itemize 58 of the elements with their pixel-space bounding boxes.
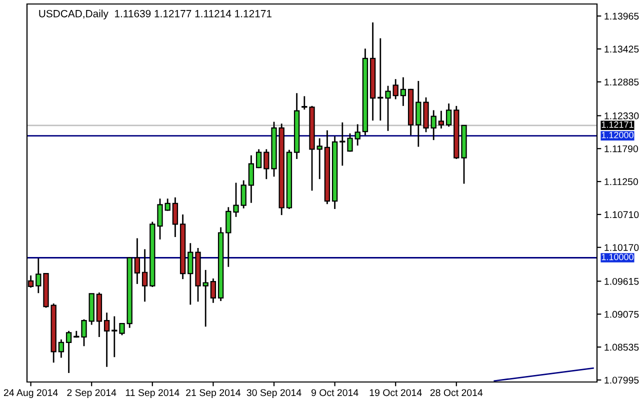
candlestick xyxy=(104,312,110,368)
text: USDCAD,Daily 1.11639 1.12177 1.11214 1.12171 xyxy=(39,10,272,20)
candlestick xyxy=(438,110,444,130)
y-tick-label: 1.10710 xyxy=(604,211,639,218)
candlestick xyxy=(66,330,72,374)
x-tick-label: 28 Oct 2014 xyxy=(430,389,483,396)
x-tick-label: 21 Sep 2014 xyxy=(186,389,240,398)
y-tick-label: 1.13425 xyxy=(604,46,639,53)
y-tick-label: 1.12330 xyxy=(604,112,639,120)
y-tick-label: 1.12885 xyxy=(604,78,639,86)
candlestick xyxy=(112,316,118,358)
candlestick xyxy=(392,78,398,100)
candlestick xyxy=(36,258,42,294)
candlestick xyxy=(210,278,216,304)
ref-line-label: 1.12171 xyxy=(602,121,634,128)
candlestick xyxy=(256,148,262,169)
candlestick xyxy=(264,148,270,180)
candlestick xyxy=(416,80,422,148)
y-tick-label: 1.09615 xyxy=(604,278,639,285)
candlestick xyxy=(378,38,384,122)
candlestick xyxy=(81,318,87,347)
x-tick-label: 30 Sep 2014 xyxy=(246,389,302,398)
y-tick-label: 1.13965 xyxy=(604,12,639,20)
candlestick xyxy=(430,110,436,141)
candlestick xyxy=(302,95,308,110)
candlestick xyxy=(240,180,246,210)
candlestick xyxy=(385,85,391,132)
candlestick xyxy=(446,102,452,128)
candlestick xyxy=(233,182,239,218)
candlestick xyxy=(188,242,194,306)
x-tick-label: 19 Oct 2014 xyxy=(370,389,422,396)
candlestick xyxy=(172,196,178,238)
candlestick xyxy=(58,338,64,358)
candlestick xyxy=(340,122,346,166)
y-tick-label: 1.08535 xyxy=(604,344,639,351)
candlestick xyxy=(134,238,140,285)
x-tick-label: 9 Oct 2014 xyxy=(311,389,358,396)
ref-line-label: 1.10000 xyxy=(602,254,634,260)
y-tick-label: 1.10170 xyxy=(604,244,639,251)
candlestick xyxy=(400,76,406,107)
x-tick-label: 2 Sep 2014 xyxy=(67,389,116,398)
x-tick-label: 11 Sep 2014 xyxy=(126,389,180,398)
candlestick xyxy=(354,124,360,146)
y-tick-label: 1.11250 xyxy=(604,178,638,186)
candlestick xyxy=(347,132,353,152)
candlestick xyxy=(119,322,125,336)
candlestick xyxy=(164,198,170,212)
y-tick-label: 1.09075 xyxy=(604,310,639,318)
x-tick-label: 24 Aug 2014 xyxy=(4,389,58,398)
candlestick xyxy=(142,248,148,302)
y-tick-label: 1.11790 xyxy=(604,145,638,152)
y-tick-label: 1.07995 xyxy=(604,376,639,384)
ref-line-label: 1.12000 xyxy=(602,132,634,138)
candlestick xyxy=(316,138,322,180)
candlestick xyxy=(202,269,208,328)
candlestick xyxy=(157,198,163,240)
candlestick xyxy=(248,154,254,204)
candlestick xyxy=(226,206,232,268)
